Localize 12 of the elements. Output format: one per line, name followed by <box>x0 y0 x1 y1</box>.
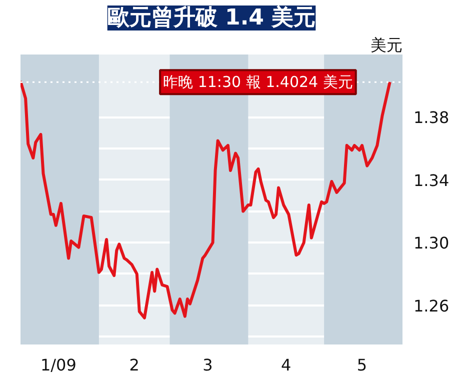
chart-title: 歐元曾升破 1.4 美元 <box>107 4 316 30</box>
y-axis-title: 美元 <box>370 36 402 54</box>
x-tick-label: 4 <box>281 356 292 374</box>
annotation: 昨晚 11:30 報 1.4024 美元 <box>163 73 353 92</box>
x-tick-label: 1/09 <box>40 356 76 374</box>
y-tick-label: 1.38 <box>414 108 450 128</box>
y-tick-label: 1.30 <box>414 234 450 253</box>
y-tick-label: 1.34 <box>414 170 450 190</box>
y-tick-label: 1.26 <box>414 296 450 316</box>
x-tick-label: 5 <box>356 356 368 374</box>
x-tick-label: 2 <box>129 356 140 374</box>
x-tick-label: 3 <box>202 356 213 374</box>
